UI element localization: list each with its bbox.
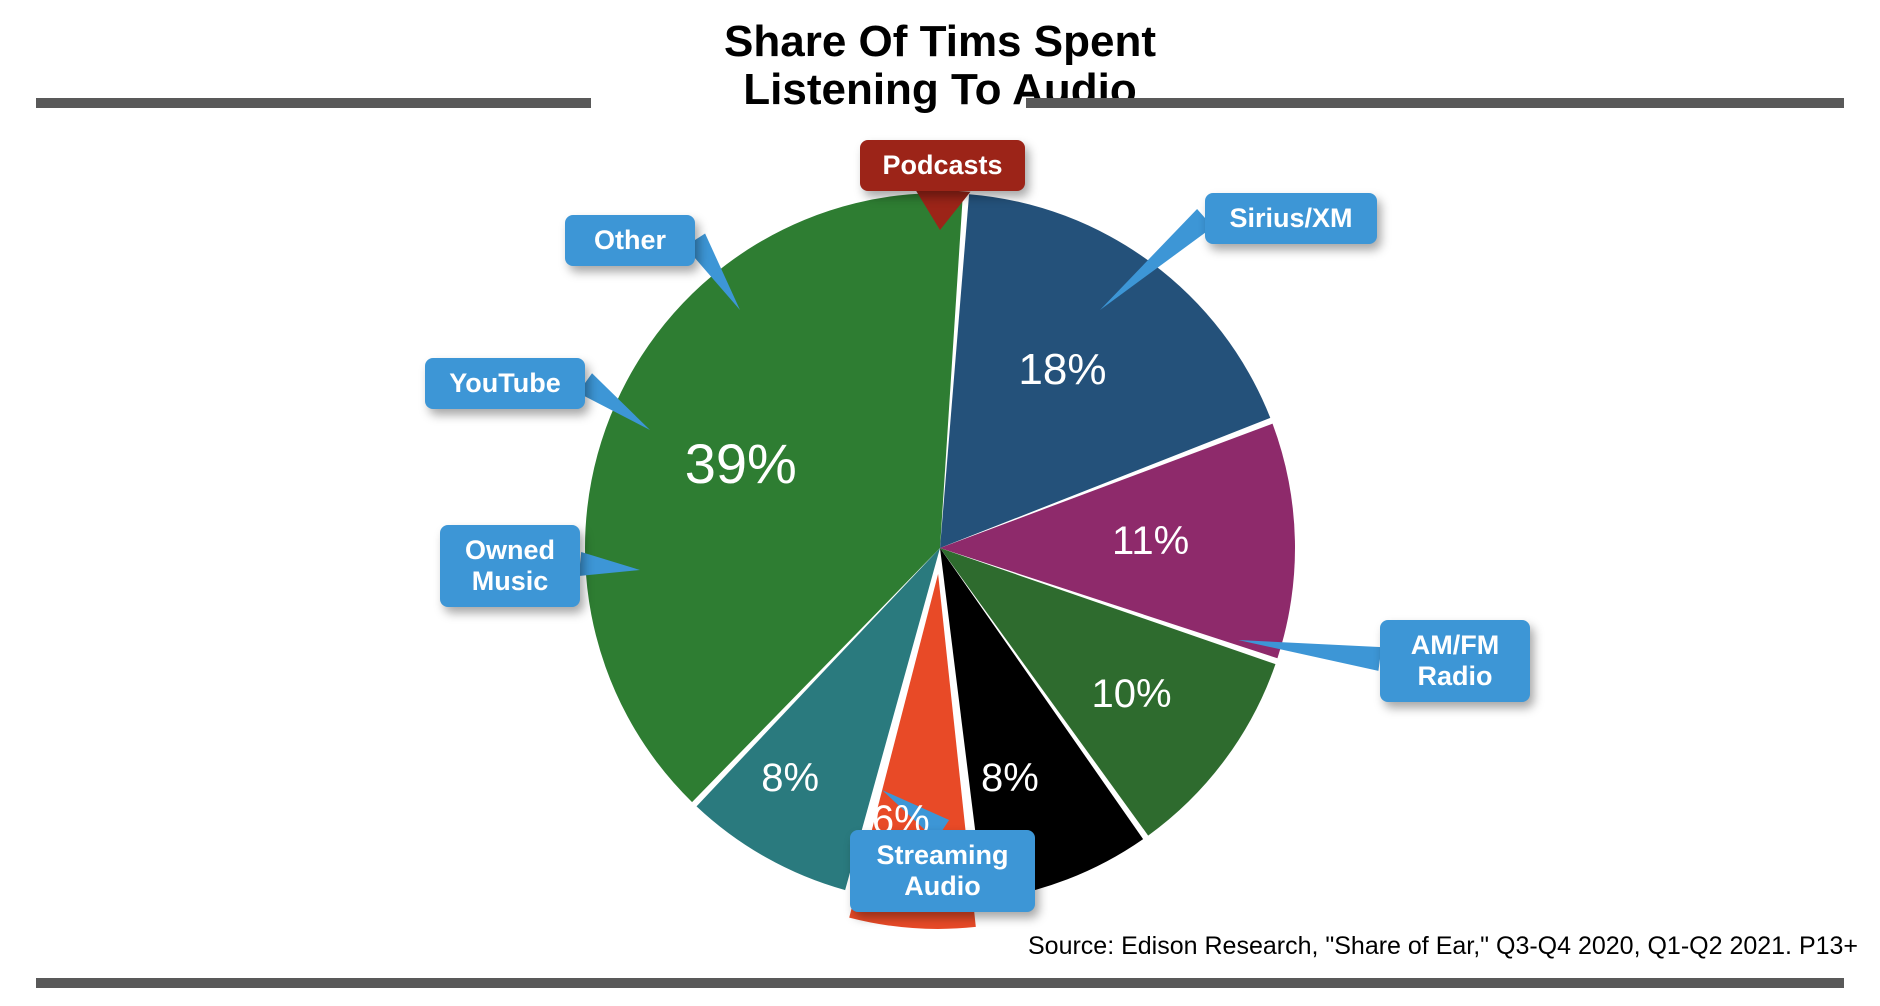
- callout-label: YouTube: [425, 358, 585, 409]
- callout-pointer: [578, 373, 650, 430]
- slice-percent-label: 11%: [1112, 519, 1189, 564]
- callout-pointer: [1238, 640, 1382, 671]
- slice-percent-label: 8%: [761, 756, 819, 801]
- callout-pointer: [579, 552, 640, 576]
- callout-label: Sirius/XM: [1205, 193, 1377, 244]
- callout-label: Owned Music: [440, 525, 580, 607]
- callout-label: Streaming Audio: [850, 830, 1035, 912]
- slice-percent-label: 10%: [1092, 672, 1172, 717]
- callout-pointer: [1100, 209, 1213, 310]
- slice-percent-label: 18%: [1018, 345, 1106, 395]
- callout-label: AM/FM Radio: [1380, 620, 1530, 702]
- callout-label: Other: [565, 215, 695, 266]
- slice-percent-label: 8%: [981, 756, 1039, 801]
- slice-percent-label: 39%: [685, 431, 797, 496]
- callout-label: Podcasts: [860, 140, 1025, 191]
- callout-pointer: [915, 188, 971, 230]
- source-text: Source: Edison Research, "Share of Ear,"…: [1028, 932, 1858, 961]
